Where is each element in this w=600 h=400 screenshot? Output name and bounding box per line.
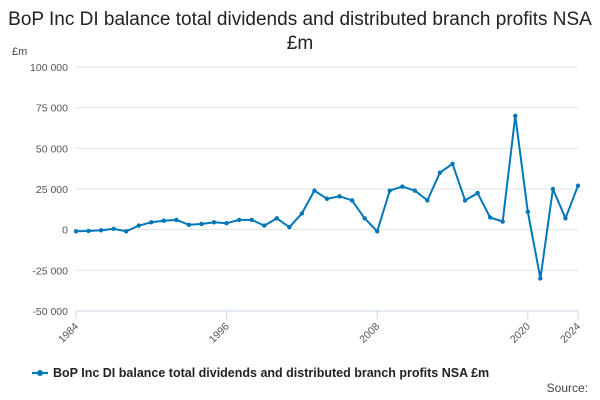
data-point[interactable] xyxy=(136,223,141,228)
chart-title-text: BoP Inc DI balance total dividends and d… xyxy=(8,9,592,54)
y-tick-label: 100 000 xyxy=(30,62,68,74)
source-label: Source: xyxy=(546,381,588,395)
y-tick-label: 0 xyxy=(62,225,68,237)
legend[interactable]: BoP Inc DI balance total dividends and d… xyxy=(32,366,489,380)
x-tick-label: 2020 xyxy=(508,321,533,346)
y-tick-label: 50 000 xyxy=(36,143,68,155)
data-point[interactable] xyxy=(111,226,116,232)
x-tick-label: 2008 xyxy=(357,321,382,346)
data-point[interactable] xyxy=(450,161,455,166)
chart-title: BoP Inc DI balance total dividends and d… xyxy=(0,8,600,56)
x-tick-label: 1984 xyxy=(56,321,81,346)
data-point[interactable] xyxy=(73,229,79,234)
legend-line-marker-icon xyxy=(32,368,48,378)
data-point[interactable] xyxy=(387,188,392,193)
data-point[interactable] xyxy=(199,221,204,227)
data-point[interactable] xyxy=(500,219,505,224)
data-point[interactable] xyxy=(475,190,480,196)
data-point[interactable] xyxy=(400,184,405,189)
data-point[interactable] xyxy=(86,228,91,234)
y-tick-label: 75 000 xyxy=(36,103,68,115)
data-point[interactable] xyxy=(487,215,493,220)
data-point[interactable] xyxy=(513,113,518,119)
data-point[interactable] xyxy=(124,229,129,234)
data-point[interactable] xyxy=(462,198,468,203)
data-point[interactable] xyxy=(287,225,292,230)
x-axis: 1984 1996 2008 2020 2024 xyxy=(56,310,583,346)
y-axis-unit-label: £m xyxy=(12,46,28,58)
data-point[interactable] xyxy=(186,222,192,227)
data-point[interactable] xyxy=(299,211,305,216)
data-point[interactable] xyxy=(98,228,104,233)
data-point[interactable] xyxy=(174,217,179,223)
y-tick-label: 25 000 xyxy=(36,184,68,196)
grid-lines xyxy=(76,66,578,312)
data-point[interactable] xyxy=(274,216,279,221)
data-point[interactable] xyxy=(161,218,167,223)
data-point[interactable] xyxy=(362,216,367,221)
x-tick-label: 1996 xyxy=(207,321,232,346)
data-point[interactable] xyxy=(425,198,430,203)
data-point[interactable] xyxy=(249,217,254,223)
y-tick-label: -50 000 xyxy=(32,306,68,318)
data-point[interactable] xyxy=(412,188,418,193)
data-point[interactable] xyxy=(337,194,342,199)
data-point[interactable] xyxy=(550,186,556,192)
data-point[interactable] xyxy=(324,196,330,201)
data-point[interactable] xyxy=(149,220,154,225)
data-point[interactable] xyxy=(375,229,380,234)
data-point[interactable] xyxy=(575,183,581,188)
y-axis-ticks: 100 000 75 000 50 000 25 000 0 -25 000 -50 000 xyxy=(30,62,68,318)
y-tick-label: -25 000 xyxy=(32,265,68,277)
data-point[interactable] xyxy=(538,276,543,281)
x-tick-label: 2024 xyxy=(558,321,583,346)
series-group xyxy=(73,113,581,281)
data-point[interactable] xyxy=(437,170,443,175)
data-point[interactable] xyxy=(224,220,229,226)
data-point[interactable] xyxy=(312,188,317,193)
data-point[interactable] xyxy=(211,220,217,225)
data-point[interactable] xyxy=(262,223,267,228)
data-point[interactable] xyxy=(563,216,568,221)
legend-label: BoP Inc DI balance total dividends and d… xyxy=(53,366,490,380)
data-point[interactable] xyxy=(349,198,355,203)
data-point[interactable] xyxy=(236,217,242,223)
data-point[interactable] xyxy=(525,209,530,214)
